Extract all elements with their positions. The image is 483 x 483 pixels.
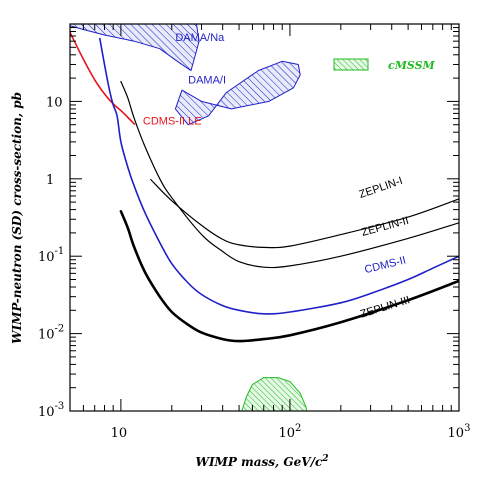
y-tick-label: 10-3 bbox=[38, 401, 64, 420]
y-tick-base: 1 bbox=[46, 173, 54, 188]
series-line-zeplin-ii bbox=[120, 81, 459, 269]
y-tick-label: 10-1 bbox=[38, 246, 64, 265]
plot-frame bbox=[69, 23, 460, 412]
x-tick-exp: 2 bbox=[295, 423, 301, 434]
series-label-cdms-ii-le: CDMS-II LE bbox=[143, 116, 202, 128]
x-tick-label: 103 bbox=[448, 423, 471, 441]
legend-label-cmssm: cMSSM bbox=[388, 59, 436, 72]
y-tick-label: 10-2 bbox=[38, 324, 64, 343]
region-dama-i bbox=[174, 60, 301, 126]
y-tick-exp: -3 bbox=[55, 401, 65, 412]
x-tick-exp: 3 bbox=[464, 423, 470, 434]
legend: cMSSM bbox=[333, 58, 436, 72]
y-tick-base: 10 bbox=[38, 405, 55, 420]
y-tick-base: 10 bbox=[38, 250, 55, 265]
x-axis-title-sup: 2 bbox=[321, 454, 328, 464]
series-layer bbox=[70, 31, 459, 343]
x-tick-label: 10 bbox=[111, 426, 128, 441]
series-label-cdms-ii: CDMS-II bbox=[363, 254, 407, 276]
series-line-cdms-ii-le bbox=[70, 31, 136, 125]
y-tick-label: 10 bbox=[46, 95, 63, 110]
region-label-dama-na: DAMA/Na bbox=[175, 32, 225, 44]
series-line-cdms-ii bbox=[99, 37, 459, 315]
regions-layer bbox=[70, 24, 307, 411]
series-line-zeplin-iii bbox=[119, 210, 459, 343]
x-tick-label: 102 bbox=[278, 423, 301, 441]
series-label-zeplin-i: ZEPLIN-I bbox=[358, 175, 405, 201]
series-label-zeplin-iii: ZEPLIN-III bbox=[359, 294, 412, 320]
y-tick-label: 1 bbox=[46, 173, 54, 188]
region-dama-na bbox=[70, 24, 200, 72]
legend-swatch-cmssm bbox=[333, 58, 369, 71]
x-axis-title-main: WIMP mass, GeV/c bbox=[195, 455, 322, 469]
y-tick-base: 10 bbox=[38, 328, 55, 343]
series-line-zeplin-i bbox=[150, 178, 459, 249]
series-label-zeplin-ii: ZEPLIN-II bbox=[360, 215, 410, 239]
y-tick-exp: -2 bbox=[55, 324, 65, 335]
x-axis-title: WIMP mass, GeV/c2 bbox=[195, 454, 328, 469]
region-label-dama-i: DAMA/I bbox=[188, 75, 226, 87]
region-cmssm bbox=[241, 377, 307, 411]
y-tick-exp: -1 bbox=[55, 246, 65, 257]
x-tick-base: 10 bbox=[111, 426, 128, 441]
x-tick-base: 10 bbox=[278, 426, 295, 441]
y-tick-base: 10 bbox=[46, 95, 63, 110]
x-tick-base: 10 bbox=[448, 426, 465, 441]
y-axis-title: WIMP-neutron (SD) cross-section, pb bbox=[10, 92, 24, 344]
